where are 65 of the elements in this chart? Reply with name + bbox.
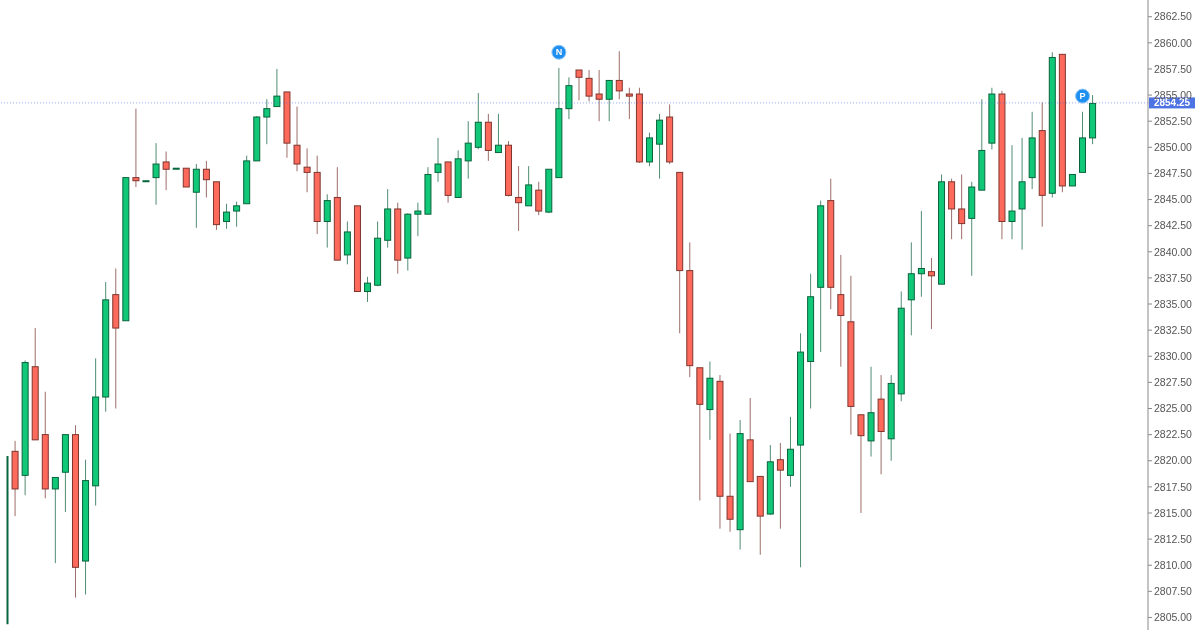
candlestick bbox=[927, 257, 935, 330]
candlestick bbox=[364, 276, 372, 303]
candlestick bbox=[857, 414, 865, 514]
y-tick-label: 2805.00 bbox=[1154, 611, 1193, 624]
candlestick bbox=[776, 442, 784, 530]
annotation: N bbox=[555, 47, 563, 58]
y-tick-label: 2830.00 bbox=[1154, 350, 1193, 362]
candlestick bbox=[182, 167, 190, 188]
y-tick-label: 2815.00 bbox=[1154, 506, 1193, 519]
candlestick bbox=[464, 120, 472, 180]
y-tick-label: 2840.00 bbox=[1154, 245, 1193, 258]
candlestick bbox=[233, 201, 241, 228]
y-tick-label: 2847.50 bbox=[1154, 167, 1193, 180]
candlestick bbox=[162, 150, 170, 191]
y-tick-label: 2835.00 bbox=[1154, 297, 1193, 310]
candlestick bbox=[575, 69, 583, 101]
y-tick-label: 2827.50 bbox=[1154, 376, 1193, 389]
y-tick-label: 2820.00 bbox=[1154, 454, 1193, 467]
candlestick bbox=[202, 160, 210, 198]
candlestick bbox=[434, 137, 442, 183]
candlestick bbox=[525, 165, 533, 207]
y-tick-label: 2832.50 bbox=[1154, 323, 1193, 336]
y-tick-label: 2862.50 bbox=[1154, 10, 1193, 23]
y-tick-label: 2852.50 bbox=[1154, 114, 1193, 127]
y-tick-label: 2822.50 bbox=[1154, 428, 1193, 441]
candlestick bbox=[615, 50, 623, 100]
candlestick bbox=[414, 202, 422, 237]
candlestick bbox=[1008, 144, 1016, 240]
y-tick-label: 2842.50 bbox=[1154, 219, 1193, 232]
y-tick-label: 2837.50 bbox=[1154, 271, 1193, 284]
y-tick-label: 2825.00 bbox=[1154, 402, 1193, 415]
candlestick bbox=[585, 69, 593, 102]
candlestick bbox=[223, 203, 231, 230]
y-tick-label: 2812.50 bbox=[1154, 532, 1193, 545]
candlestick bbox=[515, 165, 523, 232]
y-tick-label: 2845.00 bbox=[1154, 193, 1193, 206]
candlestick bbox=[192, 163, 200, 229]
candlestick bbox=[142, 180, 150, 183]
candlestick bbox=[837, 254, 845, 368]
candlestick bbox=[51, 476, 59, 564]
candlestick bbox=[303, 147, 311, 193]
candlestick bbox=[172, 167, 180, 170]
candlestick bbox=[726, 433, 734, 533]
candlestick bbox=[152, 142, 160, 206]
y-tick-label: 2807.50 bbox=[1154, 585, 1193, 598]
candlestick bbox=[917, 210, 925, 298]
candlestick bbox=[494, 113, 502, 154]
candlestick bbox=[958, 173, 966, 240]
candlestick bbox=[625, 87, 633, 120]
candlestick bbox=[263, 98, 271, 145]
y-tick-label: 2857.50 bbox=[1154, 62, 1193, 75]
candlestick bbox=[132, 108, 140, 188]
y-tick-label: 2850.00 bbox=[1154, 141, 1193, 154]
candlestick bbox=[273, 68, 281, 108]
candlestick bbox=[323, 193, 331, 249]
candlestick bbox=[565, 76, 573, 120]
candlestick bbox=[595, 69, 603, 122]
candlestick bbox=[605, 79, 613, 122]
candlestick bbox=[293, 106, 301, 172]
candlestick bbox=[343, 220, 351, 265]
y-tick-label: 2817.50 bbox=[1154, 480, 1193, 493]
candlestick bbox=[535, 181, 543, 216]
y-tick-label: 2810.00 bbox=[1154, 558, 1193, 571]
annotation: P bbox=[1079, 91, 1086, 102]
y-tick-label: 2860.00 bbox=[1154, 36, 1193, 49]
